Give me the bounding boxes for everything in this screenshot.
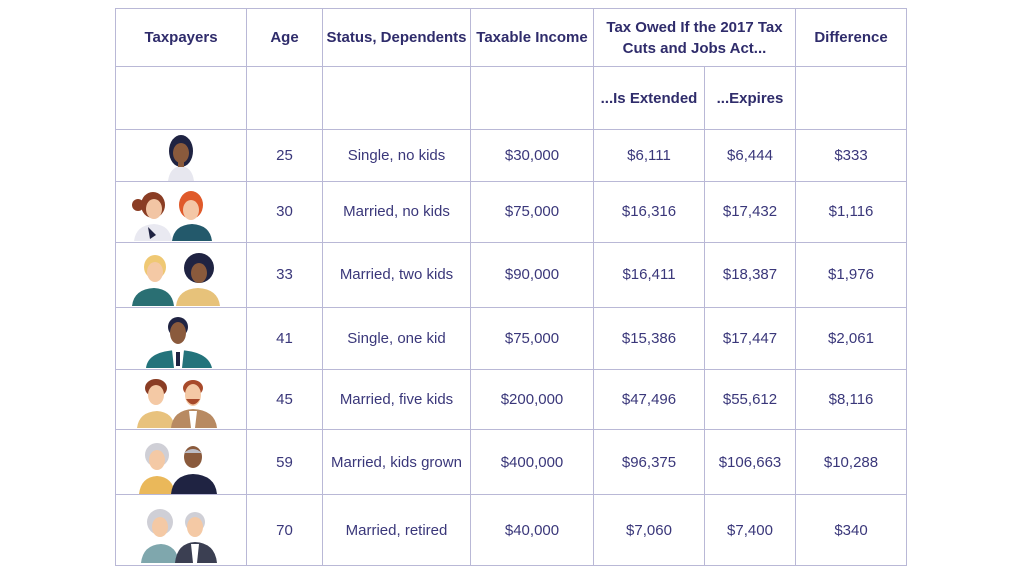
income-cell: $200,000 xyxy=(470,368,594,430)
status-cell: Single, no kids xyxy=(322,128,471,183)
income-cell: $30,000 xyxy=(470,128,594,183)
table-row: 45 Married, five kids $200,000 $47,496 $… xyxy=(115,368,907,430)
extended-cell: $16,411 xyxy=(593,241,705,309)
expires-cell: $18,387 xyxy=(704,241,796,309)
table-row: 30 Married, no kids $75,000 $16,316 $17,… xyxy=(115,181,907,243)
expires-cell: $17,432 xyxy=(704,181,796,243)
difference-cell: $333 xyxy=(795,128,907,183)
subheader-extended: ...Is Extended xyxy=(593,66,705,130)
couple-five-kids-avatar-icon xyxy=(115,368,247,430)
income-cell: $40,000 xyxy=(470,494,594,566)
age-cell: 70 xyxy=(246,494,323,566)
table-row: 33 Married, two kids $90,000 $16,411 $18… xyxy=(115,241,907,309)
extended-cell: $16,316 xyxy=(593,181,705,243)
couple-two-kids-avatar-icon xyxy=(115,241,247,309)
difference-cell: $8,116 xyxy=(795,368,907,430)
tax-comparison-table: Taxpayers Age Status, Dependents Taxable… xyxy=(115,7,907,566)
header-tax-owed: Tax Owed If the 2017 Tax Cuts and Jobs A… xyxy=(593,7,796,68)
header-tax-owed-label: Tax Owed If the 2017 Tax Cuts and Jobs A… xyxy=(606,18,783,57)
header-taxpayers: Taxpayers xyxy=(115,7,247,68)
status-cell: Married, no kids xyxy=(322,181,471,243)
table-row: 25 Single, no kids $30,000 $6,111 $6,444… xyxy=(115,128,907,183)
header-age: Age xyxy=(246,7,323,68)
subheader-expires: ...Expires xyxy=(704,66,796,130)
difference-cell: $340 xyxy=(795,494,907,566)
retired-couple-avatar-icon xyxy=(115,494,247,566)
table-row: 41 Single, one kid $75,000 $15,386 $17,4… xyxy=(115,307,907,370)
age-cell: 25 xyxy=(246,128,323,183)
header-row: Taxpayers Age Status, Dependents Taxable… xyxy=(115,7,907,68)
status-cell: Married, kids grown xyxy=(322,428,471,496)
expires-cell: $55,612 xyxy=(704,368,796,430)
expires-cell: $6,444 xyxy=(704,128,796,183)
status-cell: Single, one kid xyxy=(322,307,471,370)
extended-cell: $15,386 xyxy=(593,307,705,370)
table-row: 70 Married, retired $40,000 $7,060 $7,40… xyxy=(115,494,907,566)
status-cell: Married, retired xyxy=(322,494,471,566)
subheader-empty xyxy=(322,66,471,130)
extended-cell: $6,111 xyxy=(593,128,705,183)
extended-cell: $47,496 xyxy=(593,368,705,430)
single-woman-avatar-icon xyxy=(115,128,247,183)
single-man-avatar-icon xyxy=(115,307,247,370)
income-cell: $75,000 xyxy=(470,181,594,243)
age-cell: 30 xyxy=(246,181,323,243)
age-cell: 59 xyxy=(246,428,323,496)
subheader-empty xyxy=(115,66,247,130)
header-difference: Difference xyxy=(795,7,907,68)
older-couple-avatar-icon xyxy=(115,428,247,496)
subheader-row: ...Is Extended ...Expires xyxy=(115,66,907,130)
expires-cell: $17,447 xyxy=(704,307,796,370)
subheader-empty xyxy=(470,66,594,130)
income-cell: $400,000 xyxy=(470,428,594,496)
age-cell: 41 xyxy=(246,307,323,370)
difference-cell: $2,061 xyxy=(795,307,907,370)
extended-cell: $7,060 xyxy=(593,494,705,566)
age-cell: 45 xyxy=(246,368,323,430)
income-cell: $90,000 xyxy=(470,241,594,309)
difference-cell: $1,116 xyxy=(795,181,907,243)
status-cell: Married, two kids xyxy=(322,241,471,309)
status-cell: Married, five kids xyxy=(322,368,471,430)
subheader-empty xyxy=(246,66,323,130)
tax-comparison-table-container: Taxpayers Age Status, Dependents Taxable… xyxy=(115,7,907,566)
difference-cell: $10,288 xyxy=(795,428,907,496)
subheader-empty xyxy=(795,66,907,130)
difference-cell: $1,976 xyxy=(795,241,907,309)
expires-cell: $7,400 xyxy=(704,494,796,566)
extended-cell: $96,375 xyxy=(593,428,705,496)
expires-cell: $106,663 xyxy=(704,428,796,496)
young-couple-avatar-icon xyxy=(115,181,247,243)
income-cell: $75,000 xyxy=(470,307,594,370)
header-income: Taxable Income xyxy=(470,7,594,68)
age-cell: 33 xyxy=(246,241,323,309)
table-row: 59 Married, kids grown $400,000 $96,375 … xyxy=(115,428,907,496)
header-status: Status, Dependents xyxy=(322,7,471,68)
